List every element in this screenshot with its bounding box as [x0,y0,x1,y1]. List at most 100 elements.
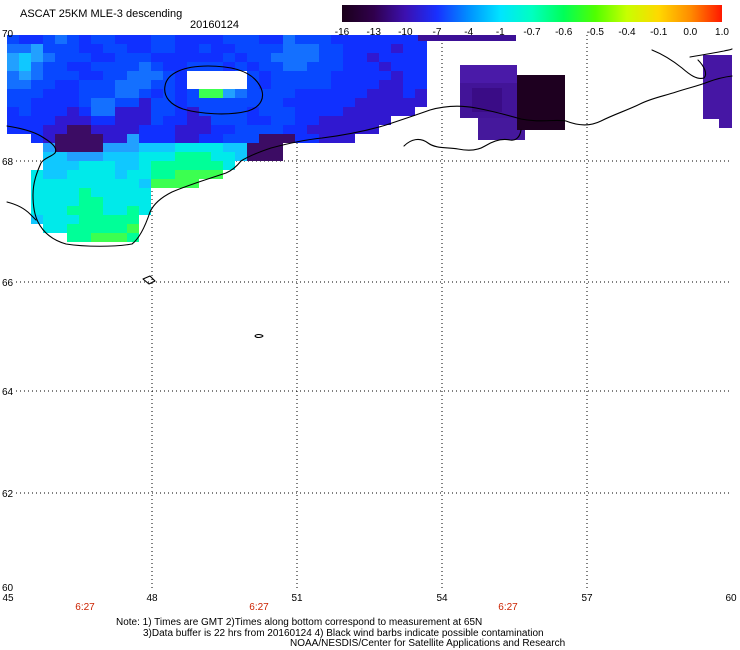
data-cell [103,134,115,143]
data-cell [307,53,319,62]
coastline-pechora-bay [403,129,522,151]
data-cell [127,143,139,152]
data-cell [91,80,103,89]
data-cell [307,116,319,125]
data-cell [223,152,235,161]
data-cell [199,125,211,134]
data-cell [343,107,355,116]
data-cell [295,98,307,107]
data-cell [55,179,67,188]
data-cell [139,116,151,125]
data-cell [7,71,19,80]
data-cell [139,71,151,80]
data-cell [295,116,307,125]
data-cell [367,71,379,80]
data-cell [331,53,343,62]
data-cell [91,224,103,233]
data-cell [223,125,235,134]
data-cell [19,35,31,44]
data-cell [31,35,43,44]
data-cell [55,53,67,62]
coastline-vaygach [651,49,707,79]
data-cell [103,170,115,179]
data-cell [67,215,79,224]
data-cell [139,44,151,53]
data-cell [91,125,103,134]
data-cell [247,107,259,116]
data-cell [7,125,19,134]
data-cell [283,134,295,143]
data-cell [271,53,283,62]
data-cells [7,35,732,242]
data-cell [31,98,43,107]
data-cell [223,161,235,170]
data-cell [343,134,355,143]
data-cell [331,125,343,134]
data-cell [343,71,355,80]
data-cell [187,161,199,170]
figure-date: 20160124 [190,19,239,31]
lat-label: 62 [2,489,14,500]
data-cell [343,44,355,53]
data-cell [163,143,175,152]
data-cell [103,35,115,44]
data-cell [67,89,79,98]
data-cell [79,44,91,53]
data-cell [223,98,235,107]
data-cell [127,35,139,44]
data-cell [379,53,391,62]
data-cell [67,224,79,233]
data-cell [187,134,199,143]
data-cell [403,107,415,116]
data-cell [391,71,403,80]
data-cell [199,161,211,170]
data-cell [418,35,516,41]
note-line: Note: 1) Times are GMT 2)Times along bot… [116,617,482,628]
data-cell [283,44,295,53]
lon-label: 45 [2,593,14,604]
data-cell [151,143,163,152]
data-cell [139,161,151,170]
data-cell [175,98,187,107]
data-cell [175,89,187,98]
data-cell [115,98,127,107]
data-cell [211,134,223,143]
data-cell [331,80,343,89]
data-cell [295,134,307,143]
data-cell [283,107,295,116]
colorbar-label: -4 [464,27,473,38]
data-cell [175,35,187,44]
data-cell [367,80,379,89]
data-cell [103,80,115,89]
data-cell [31,62,43,71]
time-labels: 6:27 6:27 6:27 [75,602,518,613]
data-cell [139,62,151,71]
data-cell [271,152,283,161]
data-cell [175,125,187,134]
data-cell [175,44,187,53]
data-cell [175,116,187,125]
data-cell [7,80,19,89]
data-cell [223,143,235,152]
data-cell [199,89,211,98]
data-cell [235,62,247,71]
data-cell [355,125,367,134]
data-cell [259,35,271,44]
data-cell [307,35,319,44]
data-cell [115,224,127,233]
lon-label: 51 [291,593,303,604]
data-cell [67,170,79,179]
data-cell [103,53,115,62]
data-cell [403,44,415,53]
data-cell [211,53,223,62]
data-cell [55,62,67,71]
data-cell [91,233,103,242]
data-cell [259,98,271,107]
data-cell [55,215,67,224]
data-cell [115,125,127,134]
data-cell [259,134,271,143]
lat-label: 64 [2,387,14,398]
data-cell [103,44,115,53]
data-cell [175,170,187,179]
data-cell [259,80,271,89]
